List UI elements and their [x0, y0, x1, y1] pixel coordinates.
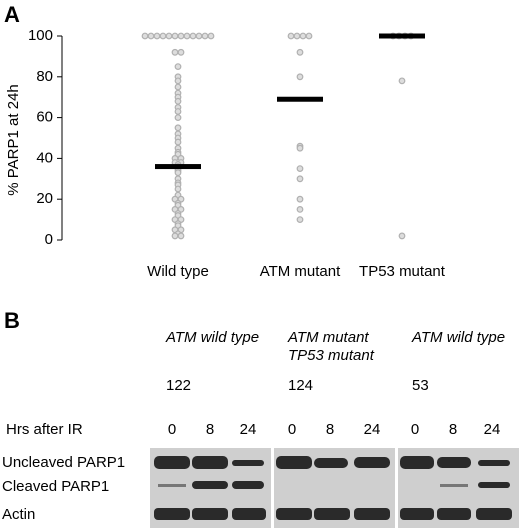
data-point	[174, 97, 182, 105]
data-point	[153, 32, 161, 40]
y-tick-label: 80	[36, 68, 53, 85]
row-label: Uncleaved PARP1	[2, 454, 125, 471]
data-point	[174, 114, 182, 121]
data-point	[207, 32, 215, 40]
data-point	[165, 32, 173, 40]
time-label: 24	[364, 421, 381, 438]
y-tick-label: 100	[28, 27, 53, 44]
median-bar	[277, 96, 323, 102]
data-point	[174, 83, 182, 91]
data-point	[296, 144, 304, 152]
median-bar	[379, 33, 425, 39]
y-tick-label: 0	[45, 231, 53, 248]
genotype-label: TP53 mutant	[288, 347, 375, 364]
y-tick-label: 40	[36, 149, 53, 166]
time-label: 24	[240, 421, 257, 438]
time-label: 8	[449, 421, 457, 438]
data-point	[201, 32, 209, 40]
genotype-label: ATM wild type	[411, 329, 505, 346]
data-point	[296, 165, 304, 173]
y-tick-label: 20	[36, 190, 53, 207]
time-label: 8	[206, 421, 214, 438]
time-label: 0	[168, 421, 176, 438]
data-point	[171, 48, 179, 56]
data-point	[183, 32, 191, 40]
data-point	[174, 108, 182, 115]
data-point	[177, 32, 185, 40]
data-point	[299, 32, 307, 40]
time-label: 8	[326, 421, 334, 438]
data-point	[171, 232, 179, 240]
data-point	[296, 205, 304, 213]
blot-image	[150, 448, 519, 528]
x-tick-label: TP53 mutant	[359, 263, 446, 280]
sample-label: 124	[288, 377, 313, 394]
panel-label: A	[4, 2, 20, 27]
data-point	[159, 32, 167, 40]
sample-label: 122	[166, 377, 191, 394]
time-label: 0	[288, 421, 296, 438]
data-point	[398, 232, 406, 240]
x-tick-label: Wild type	[147, 263, 209, 280]
data-point	[174, 169, 182, 177]
sample-label: 53	[412, 377, 429, 394]
time-label: 24	[484, 421, 501, 438]
data-point	[174, 138, 182, 146]
data-point	[141, 32, 149, 40]
data-point	[305, 32, 313, 40]
data-point	[177, 232, 185, 240]
data-point	[296, 216, 304, 224]
time-label: 0	[411, 421, 419, 438]
row-label: Actin	[2, 506, 35, 523]
data-point	[398, 77, 406, 85]
data-point	[296, 195, 304, 203]
data-point	[296, 73, 304, 81]
data-point	[177, 48, 185, 56]
time-label: Hrs after IR	[6, 421, 83, 438]
y-tick-label: 60	[36, 109, 53, 126]
data-point	[171, 32, 179, 40]
row-label: Cleaved PARP1	[2, 478, 109, 495]
data-point	[293, 32, 301, 40]
data-point	[147, 32, 155, 40]
data-point	[189, 32, 197, 40]
median-bar	[155, 164, 201, 170]
data-point	[195, 32, 203, 40]
panel-label: B	[4, 308, 20, 333]
data-point	[174, 77, 182, 85]
y-axis-label: % PARP1 at 24h	[5, 84, 22, 195]
data-point	[287, 32, 295, 40]
data-point	[296, 175, 304, 183]
data-point	[174, 63, 182, 70]
x-tick-label: ATM mutant	[260, 263, 341, 280]
genotype-label: ATM mutant	[287, 329, 369, 346]
genotype-label: ATM wild type	[165, 329, 259, 346]
data-point	[296, 48, 304, 56]
data-point	[174, 185, 182, 193]
data-point	[174, 124, 182, 132]
